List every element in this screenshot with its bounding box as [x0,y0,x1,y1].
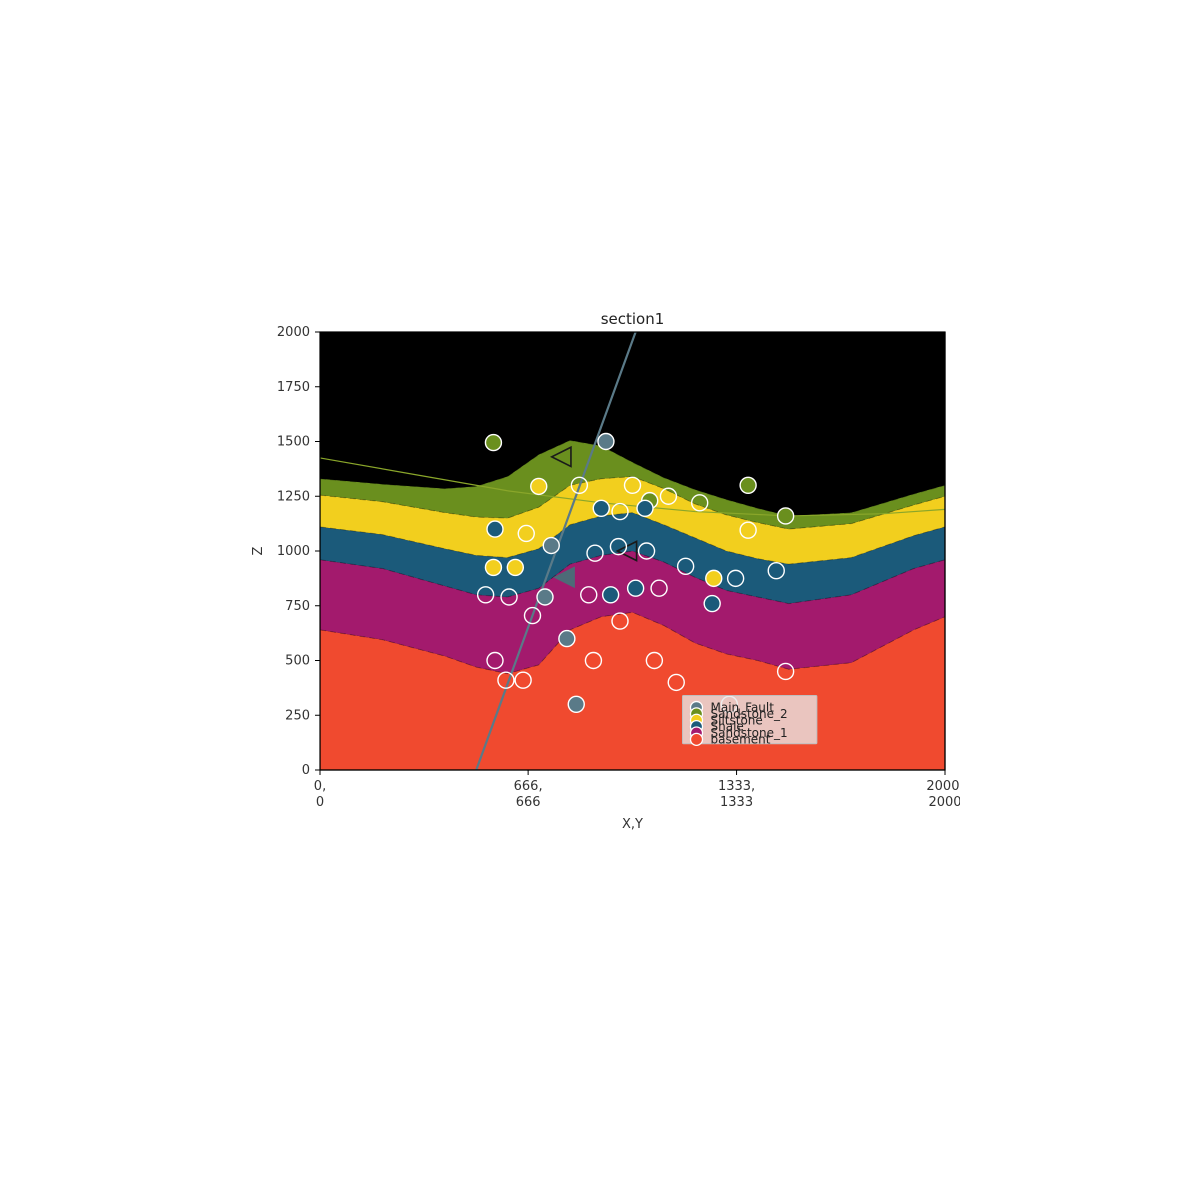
svg-text:1250: 1250 [277,489,310,504]
svg-text:1000: 1000 [277,544,310,559]
data-marker [740,477,756,493]
data-marker [537,589,553,605]
svg-text:250: 250 [285,708,310,723]
data-marker [559,631,575,647]
data-marker [543,538,559,554]
svg-text:Z: Z [251,546,266,555]
svg-text:1333: 1333 [720,795,753,810]
svg-text:X,Y: X,Y [622,817,643,832]
svg-text:2000,: 2000, [926,779,960,794]
data-marker [603,587,619,603]
data-marker [706,570,722,586]
svg-text:750: 750 [285,599,310,614]
svg-text:666,: 666, [514,779,543,794]
data-marker [485,435,501,451]
data-marker [593,500,609,516]
data-marker [485,559,501,575]
data-marker [628,580,644,596]
legend-marker [691,733,703,745]
svg-text:1333,: 1333, [718,779,755,794]
cross-section-chart: 0250500750100012501500175020000,0666,666… [240,310,960,840]
mask [240,771,960,840]
data-marker [568,696,584,712]
svg-text:section1: section1 [601,310,665,328]
data-marker [704,596,720,612]
data-marker [531,478,547,494]
data-marker [487,521,503,537]
mask [946,310,960,840]
data-marker [637,500,653,516]
svg-text:0: 0 [316,795,324,810]
svg-text:2000: 2000 [928,795,960,810]
svg-text:2000: 2000 [277,325,310,340]
data-marker [507,559,523,575]
data-marker [778,508,794,524]
svg-text:500: 500 [285,654,310,669]
legend-label: basement [711,732,771,746]
svg-text:1500: 1500 [277,435,310,450]
svg-text:1750: 1750 [277,380,310,395]
legend: Main_FaultSandstone_2SiltstoneShaleSands… [683,696,817,747]
data-marker [598,434,614,450]
svg-text:0,: 0, [314,779,326,794]
svg-text:0: 0 [302,763,310,778]
svg-text:666: 666 [516,795,541,810]
